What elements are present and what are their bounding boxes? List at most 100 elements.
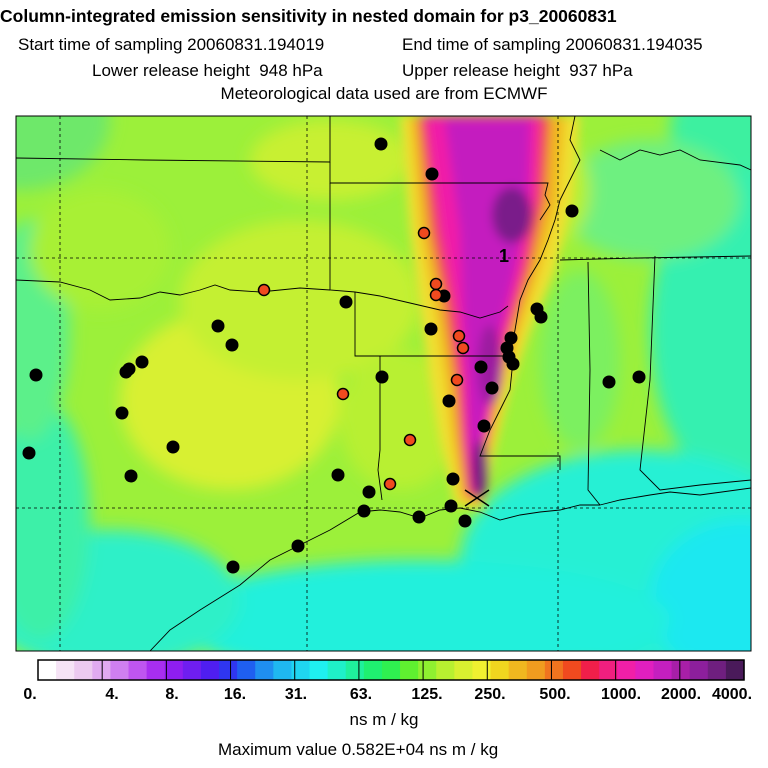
legend-frame [37, 659, 745, 681]
legend-swatch [581, 660, 600, 680]
legend-tick-9: 1000. [600, 686, 642, 703]
start-time: Start time of sampling 20060831.194019 [18, 35, 324, 55]
legend-swatch [707, 660, 727, 680]
sensitivity-field [16, 116, 751, 651]
map-panel: 1 [16, 116, 751, 651]
legend-swatch [345, 660, 365, 680]
gulf-coast-east [599, 487, 751, 506]
site-marker-red [383, 477, 397, 491]
site-marker-red [450, 373, 464, 387]
legend-tick-6: 125. [411, 686, 443, 703]
legend-swatch [56, 660, 75, 680]
legend-swatch [508, 660, 528, 680]
site-marker-black [291, 539, 305, 553]
site-marker-black [446, 472, 460, 486]
maximum-value: Maximum value 0.582E+04 ns m / kg [218, 740, 499, 759]
site-marker-black [115, 406, 129, 420]
start-time-label: Start time of sampling [18, 35, 183, 54]
site-marker-black [119, 365, 133, 379]
site-marker-black [225, 338, 239, 352]
legend-swatch [599, 660, 618, 680]
legend-swatch [526, 660, 546, 680]
legend-swatch [400, 660, 419, 680]
legend-tick-7: 250. [474, 686, 506, 703]
site-marker-black [602, 375, 616, 389]
legend-swatch [200, 660, 220, 680]
site-marker-red [336, 387, 350, 401]
upper-release-height: Upper release height 937 hPa [402, 61, 633, 81]
color-legend [37, 659, 745, 681]
lower-height-value: 948 hPa [259, 61, 323, 80]
legend-swatch [562, 660, 582, 680]
legend-swatch [436, 660, 455, 680]
legend-tick-0: 0. [23, 686, 37, 703]
upper-height-label: Upper release height [402, 61, 560, 80]
site-marker-black [29, 368, 43, 382]
legend-tick-10: 2000. [660, 686, 702, 703]
site-marker-black [135, 355, 149, 369]
legend-swatch [128, 660, 148, 680]
site-marker-black [374, 137, 388, 151]
legend-swatch [182, 660, 202, 680]
legend-tick-5: 63. [349, 686, 373, 703]
site-marker-red [403, 433, 417, 447]
east-river [509, 116, 581, 357]
red-river [329, 183, 509, 319]
legend-swatch [363, 660, 383, 680]
legend-tick-2: 8. [165, 686, 179, 703]
sensitivity-plume [400, 116, 580, 510]
texas-arkansas-border [354, 292, 508, 357]
legend-swatch [725, 660, 745, 680]
site-marker-black [375, 370, 389, 384]
site-marker-red [257, 283, 271, 297]
site-marker-red [429, 288, 443, 302]
legend-tick-11: 4000. [711, 686, 753, 703]
lower-height-label: Lower release height [92, 61, 250, 80]
legend-swatch [110, 660, 130, 680]
legend-swatch [291, 660, 311, 680]
site-marker-black [362, 485, 376, 499]
legend-swatch [653, 660, 673, 680]
graticule [16, 116, 751, 651]
mississippi-alabama-border [587, 261, 601, 506]
legend-swatch [164, 660, 184, 680]
legend-swatch [472, 660, 492, 680]
site-marker-black [477, 419, 491, 433]
legend-swatch [309, 660, 329, 680]
upper-height-value: 937 hPa [569, 61, 633, 80]
lower-release-height: Lower release height 948 hPa [92, 61, 323, 81]
end-time-label: End time of sampling [402, 35, 561, 54]
gulf-coast [149, 504, 600, 651]
legend-tick-8: 500. [539, 686, 571, 703]
state-border-central [329, 162, 551, 221]
legend-swatch [635, 660, 655, 680]
end-time: End time of sampling 20060831.194035 [402, 35, 703, 55]
site-marker-black [485, 381, 499, 395]
site-marker-black [425, 167, 439, 181]
start-time-value: 20060831.194019 [187, 35, 325, 54]
site-marker-black [357, 504, 371, 518]
state-border-north [16, 116, 331, 163]
site-marker-black [534, 310, 548, 324]
site-marker-red [452, 329, 466, 343]
alabama-georgia-border [639, 255, 751, 491]
legend-swatch [418, 660, 437, 680]
sampling-sites [22, 137, 646, 574]
site-marker-black [458, 514, 472, 528]
site-marker-black [412, 510, 426, 524]
legend-swatch [74, 660, 93, 680]
legend-tick-4: 31. [284, 686, 308, 703]
site-marker-black [504, 331, 518, 345]
site-marker-red [456, 341, 470, 355]
site-marker-black [442, 394, 456, 408]
met-data-source: Meteorological data used are from ECMWF [220, 84, 548, 103]
legend-swatch [617, 660, 636, 680]
legend-swatch [544, 660, 564, 680]
release-cross-b [464, 489, 490, 507]
legend-swatch [490, 660, 510, 680]
site-marker-black [331, 468, 345, 482]
site-marker-black [444, 499, 458, 513]
legend-swatch [38, 660, 57, 680]
legend-tick-3: 16. [223, 686, 247, 703]
